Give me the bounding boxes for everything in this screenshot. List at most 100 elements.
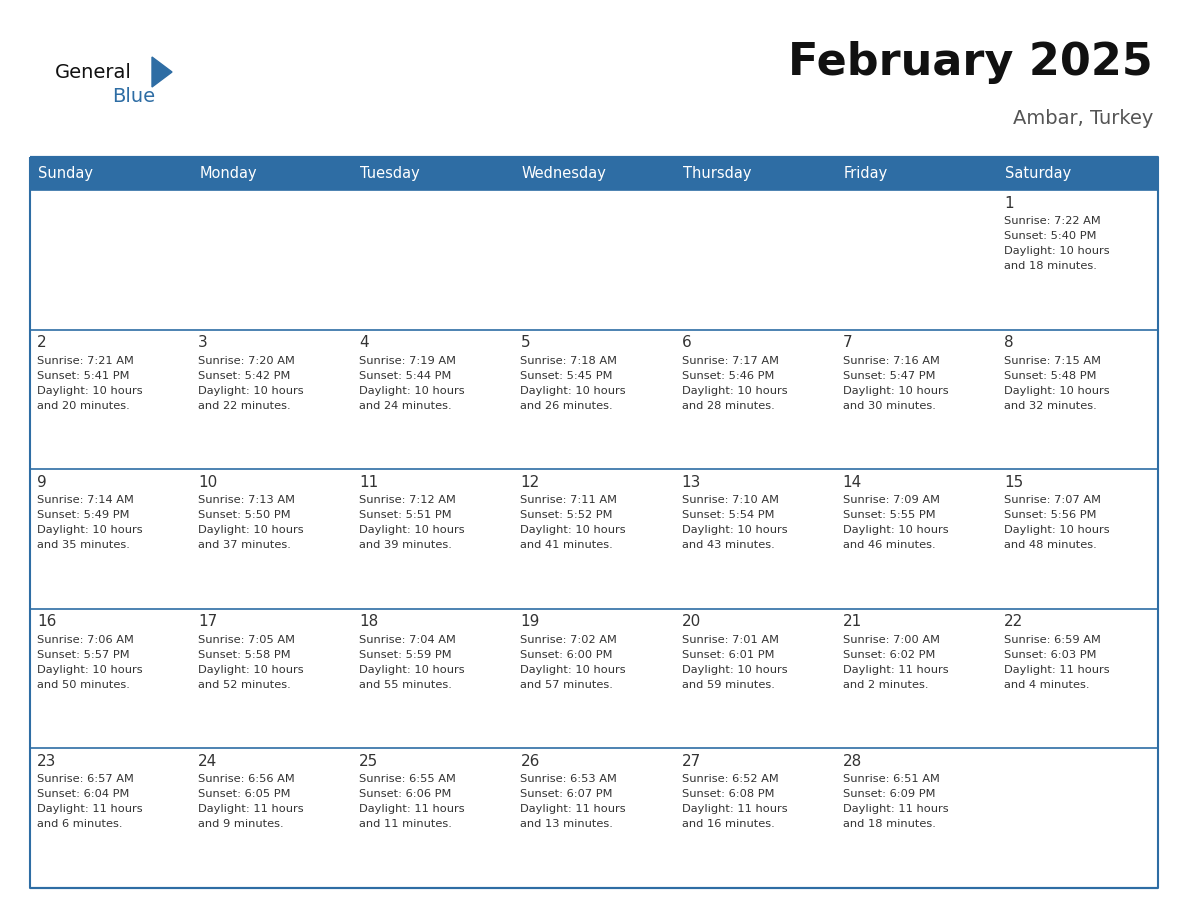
Text: Sunrise: 7:09 AM: Sunrise: 7:09 AM (842, 495, 940, 505)
Text: and 11 minutes.: and 11 minutes. (359, 820, 453, 829)
Text: Daylight: 11 hours: Daylight: 11 hours (37, 804, 143, 814)
Text: Sunrise: 7:13 AM: Sunrise: 7:13 AM (198, 495, 295, 505)
Text: Sunset: 5:59 PM: Sunset: 5:59 PM (359, 650, 451, 660)
Text: and 32 minutes.: and 32 minutes. (1004, 400, 1097, 410)
Text: and 22 minutes.: and 22 minutes. (198, 400, 291, 410)
Text: Daylight: 10 hours: Daylight: 10 hours (359, 665, 465, 675)
Text: Sunrise: 7:04 AM: Sunrise: 7:04 AM (359, 635, 456, 644)
Text: Sunrise: 7:11 AM: Sunrise: 7:11 AM (520, 495, 618, 505)
Text: Tuesday: Tuesday (360, 166, 421, 181)
Text: Daylight: 11 hours: Daylight: 11 hours (359, 804, 465, 814)
Text: and 52 minutes.: and 52 minutes. (198, 680, 291, 689)
Text: 15: 15 (1004, 475, 1023, 489)
Text: Sunset: 5:48 PM: Sunset: 5:48 PM (1004, 371, 1097, 381)
Text: and 20 minutes.: and 20 minutes. (37, 400, 129, 410)
Text: and 43 minutes.: and 43 minutes. (682, 540, 775, 550)
Text: Sunrise: 6:53 AM: Sunrise: 6:53 AM (520, 775, 618, 784)
Text: 17: 17 (198, 614, 217, 630)
Text: Daylight: 10 hours: Daylight: 10 hours (842, 386, 948, 396)
Text: 26: 26 (520, 754, 539, 769)
Text: Sunset: 5:50 PM: Sunset: 5:50 PM (198, 510, 291, 521)
Text: Daylight: 11 hours: Daylight: 11 hours (842, 665, 948, 675)
Text: Sunset: 5:58 PM: Sunset: 5:58 PM (198, 650, 291, 660)
Text: Daylight: 10 hours: Daylight: 10 hours (682, 525, 788, 535)
Text: Sunrise: 7:01 AM: Sunrise: 7:01 AM (682, 635, 778, 644)
Text: 1: 1 (1004, 196, 1013, 210)
Text: 10: 10 (198, 475, 217, 489)
Text: Sunrise: 7:02 AM: Sunrise: 7:02 AM (520, 635, 618, 644)
Text: and 46 minutes.: and 46 minutes. (842, 540, 935, 550)
Text: Sunset: 6:08 PM: Sunset: 6:08 PM (682, 789, 775, 800)
Text: and 48 minutes.: and 48 minutes. (1004, 540, 1097, 550)
Text: Sunset: 6:00 PM: Sunset: 6:00 PM (520, 650, 613, 660)
Text: and 24 minutes.: and 24 minutes. (359, 400, 451, 410)
Text: Sunrise: 7:20 AM: Sunrise: 7:20 AM (198, 355, 295, 365)
Text: 14: 14 (842, 475, 862, 489)
Text: Sunset: 6:04 PM: Sunset: 6:04 PM (37, 789, 129, 800)
Text: Sunset: 5:52 PM: Sunset: 5:52 PM (520, 510, 613, 521)
Text: Saturday: Saturday (1005, 166, 1072, 181)
Text: 6: 6 (682, 335, 691, 350)
Text: 8: 8 (1004, 335, 1013, 350)
Text: Sunset: 6:07 PM: Sunset: 6:07 PM (520, 789, 613, 800)
Text: Daylight: 10 hours: Daylight: 10 hours (37, 525, 143, 535)
Text: Sunset: 5:42 PM: Sunset: 5:42 PM (198, 371, 291, 381)
Text: Sunrise: 7:21 AM: Sunrise: 7:21 AM (37, 355, 134, 365)
Text: and 37 minutes.: and 37 minutes. (198, 540, 291, 550)
Text: Sunset: 5:45 PM: Sunset: 5:45 PM (520, 371, 613, 381)
Text: Daylight: 10 hours: Daylight: 10 hours (359, 386, 465, 396)
Text: Sunset: 5:44 PM: Sunset: 5:44 PM (359, 371, 451, 381)
Text: Daylight: 10 hours: Daylight: 10 hours (1004, 525, 1110, 535)
Text: Daylight: 11 hours: Daylight: 11 hours (1004, 665, 1110, 675)
Text: Sunrise: 7:12 AM: Sunrise: 7:12 AM (359, 495, 456, 505)
Text: 25: 25 (359, 754, 379, 769)
Text: Sunrise: 7:14 AM: Sunrise: 7:14 AM (37, 495, 134, 505)
Text: Daylight: 10 hours: Daylight: 10 hours (520, 525, 626, 535)
Text: General: General (55, 63, 132, 83)
Text: Daylight: 10 hours: Daylight: 10 hours (1004, 246, 1110, 256)
Text: Ambar, Turkey: Ambar, Turkey (1012, 108, 1154, 128)
Text: Daylight: 10 hours: Daylight: 10 hours (520, 665, 626, 675)
Text: 5: 5 (520, 335, 530, 350)
Text: Sunset: 6:09 PM: Sunset: 6:09 PM (842, 789, 935, 800)
Text: 2: 2 (37, 335, 46, 350)
Text: Sunday: Sunday (38, 166, 93, 181)
Text: and 9 minutes.: and 9 minutes. (198, 820, 284, 829)
Text: Daylight: 11 hours: Daylight: 11 hours (682, 804, 788, 814)
Bar (30, 190, 1158, 888)
Text: and 35 minutes.: and 35 minutes. (37, 540, 129, 550)
Text: 22: 22 (1004, 614, 1023, 630)
Text: 13: 13 (682, 475, 701, 489)
Text: Sunrise: 6:52 AM: Sunrise: 6:52 AM (682, 775, 778, 784)
Text: Daylight: 11 hours: Daylight: 11 hours (198, 804, 304, 814)
Text: 18: 18 (359, 614, 379, 630)
Text: Friday: Friday (843, 166, 887, 181)
Text: Daylight: 10 hours: Daylight: 10 hours (682, 665, 788, 675)
Text: and 55 minutes.: and 55 minutes. (359, 680, 453, 689)
Text: Sunset: 6:06 PM: Sunset: 6:06 PM (359, 789, 451, 800)
Text: 24: 24 (198, 754, 217, 769)
Text: Sunrise: 6:55 AM: Sunrise: 6:55 AM (359, 775, 456, 784)
Text: and 50 minutes.: and 50 minutes. (37, 680, 129, 689)
Text: 7: 7 (842, 335, 852, 350)
Text: 16: 16 (37, 614, 56, 630)
Text: Sunrise: 7:15 AM: Sunrise: 7:15 AM (1004, 355, 1101, 365)
Text: Sunrise: 7:10 AM: Sunrise: 7:10 AM (682, 495, 778, 505)
Text: and 30 minutes.: and 30 minutes. (842, 400, 936, 410)
Text: 28: 28 (842, 754, 862, 769)
Text: Sunset: 5:40 PM: Sunset: 5:40 PM (1004, 231, 1097, 241)
Text: Sunrise: 6:51 AM: Sunrise: 6:51 AM (842, 775, 940, 784)
Text: Sunrise: 7:16 AM: Sunrise: 7:16 AM (842, 355, 940, 365)
Text: Sunrise: 7:00 AM: Sunrise: 7:00 AM (842, 635, 940, 644)
Text: 9: 9 (37, 475, 46, 489)
Text: Daylight: 10 hours: Daylight: 10 hours (37, 665, 143, 675)
Text: Monday: Monday (200, 166, 257, 181)
Text: Daylight: 10 hours: Daylight: 10 hours (682, 386, 788, 396)
Text: and 57 minutes.: and 57 minutes. (520, 680, 613, 689)
Text: Daylight: 10 hours: Daylight: 10 hours (198, 665, 304, 675)
Text: 19: 19 (520, 614, 539, 630)
Text: Daylight: 10 hours: Daylight: 10 hours (1004, 386, 1110, 396)
Text: Daylight: 10 hours: Daylight: 10 hours (198, 386, 304, 396)
Text: 4: 4 (359, 335, 369, 350)
Text: 23: 23 (37, 754, 56, 769)
